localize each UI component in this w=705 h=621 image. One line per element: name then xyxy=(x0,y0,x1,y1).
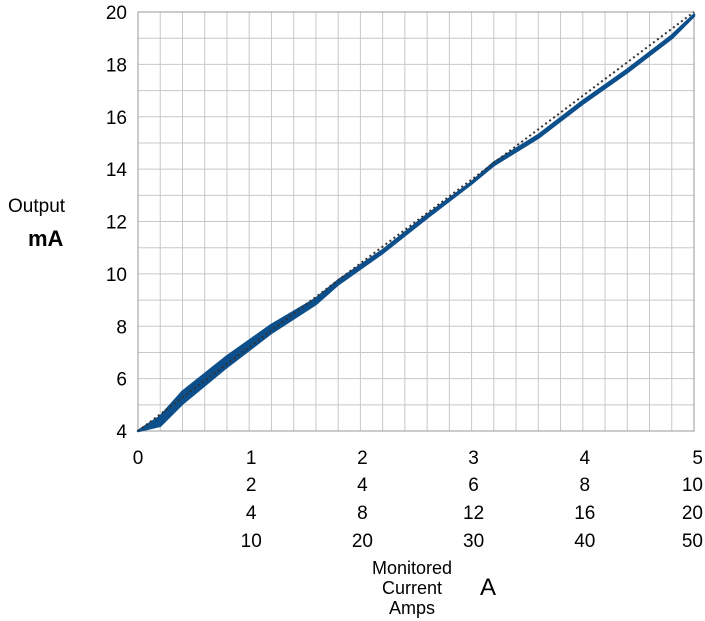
x-tick-label: 4 xyxy=(357,475,368,496)
y-tick-label: 14 xyxy=(106,160,128,181)
y-tick-label: 10 xyxy=(106,265,127,286)
x-axis-unit: A xyxy=(480,574,497,601)
ideal-output-line xyxy=(137,11,695,432)
plot-frame xyxy=(137,11,695,432)
y-tick-label: 8 xyxy=(116,317,127,338)
y-tick-label: 4 xyxy=(116,422,127,443)
x-tick-label: 12 xyxy=(463,503,484,524)
grid xyxy=(137,11,695,432)
x-tick-label: 20 xyxy=(682,503,703,524)
x-tick-label: 4 xyxy=(580,448,591,469)
x-tick-label: 5 xyxy=(692,448,703,469)
x-tick-label: 4 xyxy=(246,503,257,524)
x-axis-label: Monitored Current Amps xyxy=(352,558,472,618)
x-tick-label: 2 xyxy=(246,475,257,496)
x-axis-label-line-3: Amps xyxy=(388,598,435,618)
x-tick-label: 1 xyxy=(246,448,257,469)
x-tick-label: 10 xyxy=(241,531,262,552)
y-tick-label: 20 xyxy=(106,3,127,24)
x-tick-label: 2 xyxy=(357,448,368,469)
y-tick-labels: 4 6 8 10 12 14 16 18 20 xyxy=(106,3,128,443)
x-tick-label-zero: 0 xyxy=(133,448,144,469)
x-tick-label: 10 xyxy=(682,475,703,496)
y-tick-label: 18 xyxy=(106,55,127,76)
x-tick-label: 3 xyxy=(468,448,479,469)
y-axis-label-output: Output xyxy=(8,196,66,217)
x-axis-label-line-2: Current xyxy=(381,578,443,598)
x-axis-label-line-1: Monitored xyxy=(371,558,453,578)
y-tick-label: 6 xyxy=(116,370,127,391)
y-axis-label-unit: mA xyxy=(28,226,64,251)
x-tick-label: 30 xyxy=(463,531,484,552)
x-tick-label: 6 xyxy=(468,475,479,496)
x-tick-label: 40 xyxy=(574,531,595,552)
measured-output-band xyxy=(136,13,696,433)
x-tick-label: 8 xyxy=(357,503,368,524)
series-layer xyxy=(136,11,696,433)
x-tick-label: 16 xyxy=(574,503,595,524)
y-tick-label: 16 xyxy=(106,108,127,129)
x-tick-label: 8 xyxy=(580,475,591,496)
x-tick-label: 50 xyxy=(682,531,703,552)
x-tick-label: 20 xyxy=(352,531,373,552)
y-tick-label: 12 xyxy=(106,213,127,234)
